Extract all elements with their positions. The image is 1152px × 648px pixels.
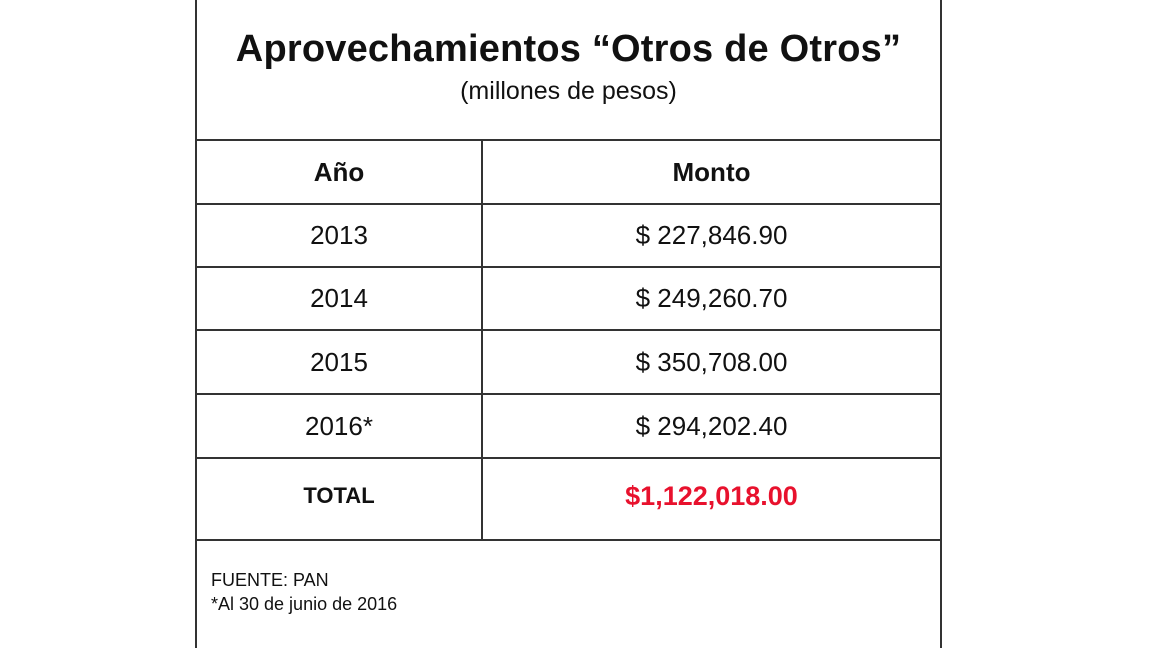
- amount-cell: $ 227,846.90: [635, 220, 788, 250]
- table-row: 2016* $ 294,202.40: [197, 395, 940, 459]
- source-note: FUENTE: PAN: [211, 570, 329, 590]
- document-frame: Aprovechamientos “Otros de Otros” (millo…: [195, 0, 942, 648]
- table-row: 2013 $ 227,846.90: [197, 205, 940, 268]
- amount-cell: $ 350,708.00: [635, 346, 788, 377]
- table-header-row: Año Monto: [197, 141, 940, 205]
- amount-cell: $ 294,202.40: [635, 410, 788, 441]
- total-amount: $1,122,018.00: [625, 481, 798, 511]
- title-block: Aprovechamientos “Otros de Otros” (millo…: [197, 0, 940, 141]
- date-note: *Al 30 de junio de 2016: [211, 594, 398, 614]
- amount-cell: $ 249,260.70: [635, 283, 788, 313]
- table-total-row: TOTAL $1,122,018.00: [197, 459, 940, 541]
- year-cell: 2016*: [197, 395, 483, 457]
- document-subtitle: (millones de pesos): [460, 77, 677, 105]
- document-title: Aprovechamientos “Otros de Otros”: [235, 28, 902, 70]
- footer-notes: FUENTE: PAN *Al 30 de junio de 2016: [211, 568, 397, 616]
- year-cell: 2013: [197, 205, 483, 266]
- year-cell: 2014: [197, 268, 483, 329]
- column-header-amount: Monto: [672, 156, 751, 187]
- total-label: TOTAL: [197, 459, 483, 539]
- table-row: 2015 $ 350,708.00: [197, 331, 940, 395]
- table-row: 2014 $ 249,260.70: [197, 268, 940, 331]
- year-cell: 2015: [197, 331, 483, 393]
- column-header-year: Año: [197, 141, 483, 203]
